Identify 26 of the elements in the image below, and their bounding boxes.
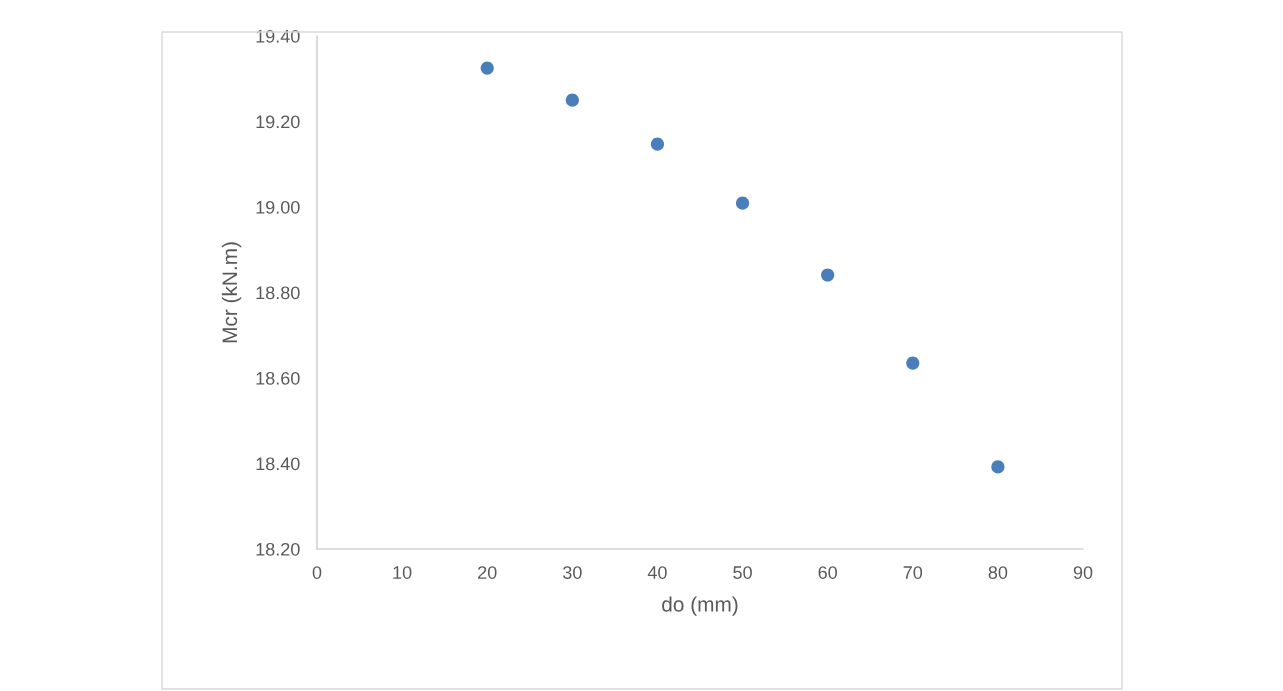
point (565, 93, 579, 107)
y-axis-title: Mcr (kN.m) (221, 242, 242, 343)
point (991, 460, 1005, 474)
y-tick-label: 19.40 (256, 29, 300, 43)
x-tick-label: 30 (562, 566, 582, 579)
x-tick-label: 70 (903, 566, 923, 579)
y-tick-label: 18.80 (256, 286, 300, 300)
x-tick-label: 50 (733, 566, 752, 579)
x-tick-label: 60 (818, 566, 837, 579)
y-tick-label: 18.40 (256, 457, 300, 471)
x-tick-label: 40 (647, 566, 667, 579)
x-tick-label: 80 (988, 566, 1008, 579)
x-axis-title: do (mm) (662, 596, 738, 616)
x-tick-label: 90 (1073, 566, 1093, 579)
x-tick-label: 20 (478, 566, 497, 579)
y-tick-label: 19.20 (256, 115, 300, 129)
point (735, 196, 750, 210)
y-tick-label: 19.00 (256, 200, 300, 214)
y-tick-label: 18.60 (256, 371, 300, 385)
point (480, 61, 494, 75)
x-tick-label: 10 (393, 566, 412, 579)
y-tick-label: 18.20 (256, 542, 300, 556)
x-tick-label: 0 (312, 566, 322, 579)
point (650, 137, 665, 151)
point (906, 356, 920, 370)
point (821, 268, 835, 282)
